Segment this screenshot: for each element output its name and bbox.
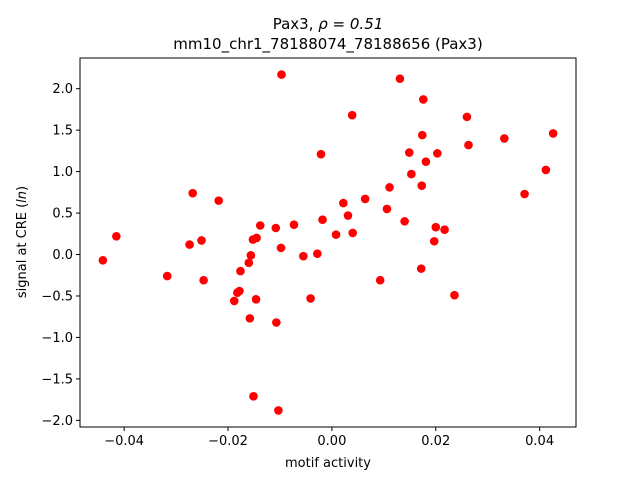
data-point — [188, 188, 198, 198]
data-point — [419, 95, 428, 104]
plot-frame — [79, 57, 577, 428]
data-point — [385, 183, 394, 192]
data-point — [433, 149, 442, 158]
data-point — [417, 181, 427, 190]
data-point — [229, 296, 239, 306]
data-point — [382, 204, 392, 214]
data-point — [199, 275, 208, 285]
x-tick-label: −0.04 — [104, 434, 144, 449]
data-point — [339, 198, 348, 208]
data-point — [318, 215, 327, 224]
x-axis: −0.04 −0.02 0.00 0.02 0.04 — [104, 427, 554, 449]
data-point — [197, 236, 206, 245]
data-point — [246, 251, 256, 260]
data-point — [245, 314, 255, 323]
data-point — [235, 286, 244, 296]
data-points — [98, 70, 558, 415]
data-point — [375, 275, 385, 285]
x-tick-label: 0.00 — [317, 434, 346, 449]
data-point — [407, 169, 416, 179]
data-point — [272, 318, 281, 327]
y-tick-label: 0.0 — [52, 248, 73, 263]
data-point — [274, 406, 283, 415]
data-point — [236, 266, 245, 276]
y-tick-label: −1.5 — [41, 372, 73, 387]
data-point — [431, 222, 441, 232]
y-tick-label: 0.5 — [52, 207, 73, 222]
chart-title-line2: mm10_chr1_78188074_78188656 (Pax3) — [173, 35, 482, 54]
y-tick-label: −2.0 — [41, 414, 73, 429]
data-point — [348, 228, 357, 238]
data-point — [252, 233, 261, 243]
y-tick-label: −1.0 — [41, 331, 73, 346]
data-point — [395, 74, 405, 84]
data-point — [244, 258, 254, 268]
data-point — [98, 256, 108, 265]
data-point — [251, 295, 261, 304]
data-point — [404, 148, 414, 157]
data-point — [343, 211, 353, 220]
data-point — [500, 134, 509, 143]
data-point — [276, 243, 286, 253]
data-point — [306, 294, 315, 303]
data-point — [185, 240, 194, 249]
chart-title-line1: Pax3, ρ = 0.51 — [273, 15, 384, 33]
x-tick-label: 0.04 — [525, 434, 554, 449]
y-tick-label: 1.0 — [52, 165, 73, 180]
data-point — [331, 230, 341, 239]
y-axis-label: signal at CRE (ln) — [15, 186, 30, 298]
data-point — [400, 217, 409, 226]
data-point — [462, 112, 472, 122]
data-point — [316, 149, 326, 159]
data-point — [162, 271, 172, 281]
data-point — [440, 225, 449, 234]
y-tick-label: 2.0 — [52, 82, 73, 97]
data-point — [313, 249, 322, 258]
x-tick-label: −0.02 — [208, 434, 248, 449]
data-point — [417, 130, 427, 140]
data-point — [255, 221, 265, 230]
x-axis-label: motif activity — [285, 456, 371, 471]
data-point — [429, 236, 439, 246]
data-point — [299, 251, 308, 261]
y-tick-label: 1.5 — [52, 124, 73, 139]
data-point — [416, 264, 426, 273]
data-point — [464, 140, 473, 150]
data-point — [347, 110, 357, 120]
data-point — [249, 392, 258, 401]
data-point — [277, 70, 286, 79]
data-point — [450, 290, 459, 300]
data-point — [548, 129, 558, 138]
data-point — [289, 220, 299, 229]
data-point — [541, 165, 551, 175]
y-tick-label: −0.5 — [41, 289, 73, 304]
y-axis: −2.0 −1.5 −1.0 −0.5 0.0 0.5 1.0 1.5 2.0 — [41, 82, 80, 429]
data-point — [421, 157, 431, 166]
data-point — [360, 194, 370, 204]
data-point — [214, 196, 223, 205]
data-point — [112, 231, 121, 241]
x-tick-label: 0.02 — [421, 434, 450, 449]
data-point — [520, 189, 529, 199]
data-point — [271, 223, 281, 233]
